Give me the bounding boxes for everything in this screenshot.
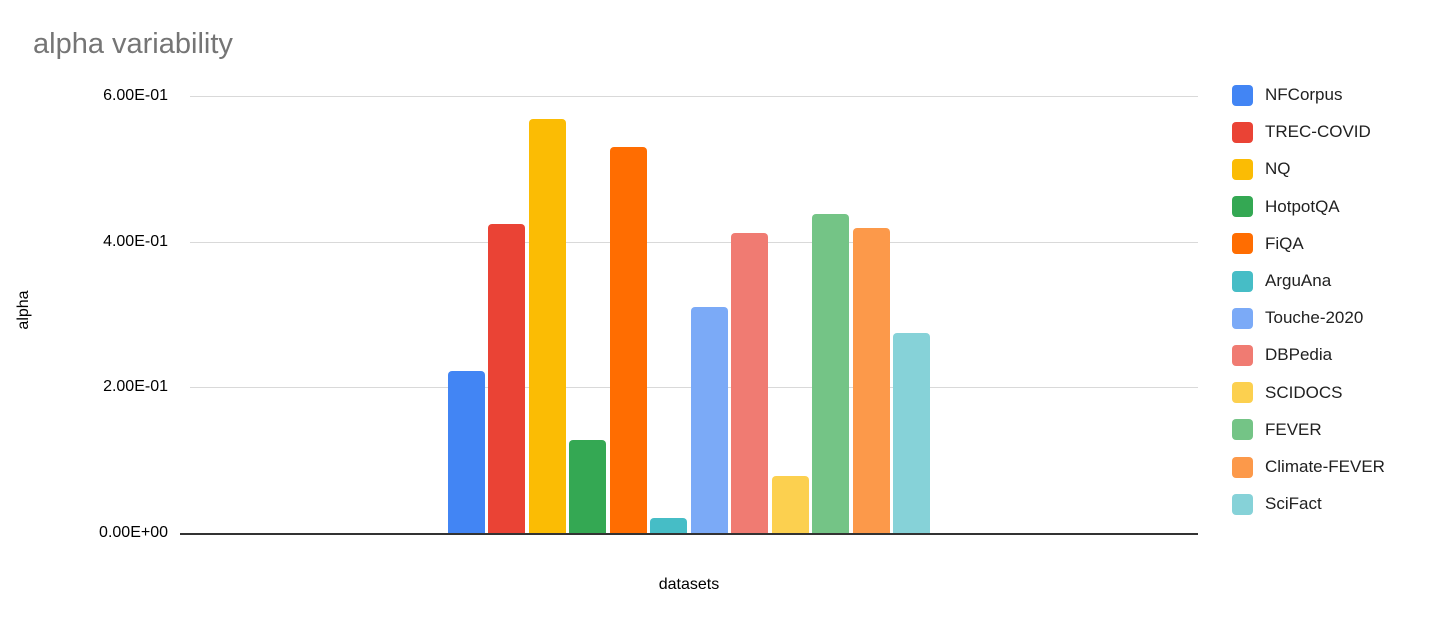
legend-swatch-icon [1232,158,1253,180]
bar-Touche-2020[interactable] [690,307,728,533]
bar-ArguAna[interactable] [650,517,688,533]
legend-label: TREC-COVID [1265,122,1371,142]
legend-label: DBPedia [1265,345,1333,365]
legend-item-TREC-COVID[interactable]: TREC-COVID [1232,121,1371,143]
bar-SciFact[interactable] [893,332,931,533]
bar-SCIDOCS[interactable] [771,475,809,533]
bar-HotpotQA[interactable] [569,439,607,533]
legend-label: Climate-FEVER [1265,457,1385,476]
legend-item-HotpotQA[interactable]: HotpotQA [1232,196,1340,218]
legend-label: NFCorpus [1265,85,1343,104]
legend-swatch-icon [1232,456,1253,478]
legend-swatch-icon [1232,84,1253,106]
x-axis-title: datasets [658,576,720,593]
bar-DBPedia[interactable] [731,232,769,533]
legend-item-FEVER[interactable]: FEVER [1232,419,1322,441]
x-axis-line [180,533,1198,535]
legend-swatch-icon [1232,307,1253,329]
legend-item-FiQA[interactable]: FiQA [1232,233,1304,255]
bar-NFCorpus[interactable] [447,371,485,533]
bar-FEVER[interactable] [812,214,850,533]
legend-label: Touche-2020 [1265,308,1364,328]
legend-item-NFCorpus[interactable]: NFCorpus [1232,84,1342,106]
gridline [190,96,1198,97]
legend-swatch-icon [1232,121,1253,143]
legend-swatch-icon [1232,493,1253,515]
legend-label: FiQA [1265,233,1304,253]
chart-title: alpha variability [33,28,233,60]
legend-item-Touche-2020[interactable]: Touche-2020 [1232,307,1363,329]
bar-TREC-COVID[interactable] [488,223,526,533]
y-tick-label: 4.00E-01 [103,232,168,250]
bar-FiQA[interactable] [609,147,647,533]
legend-item-ArguAna[interactable]: ArguAna [1232,270,1331,292]
legend-swatch-icon [1232,344,1253,366]
legend-swatch-icon [1232,270,1253,292]
y-tick-label: 0.00E+00 [99,524,168,541]
legend-item-SCIDOCS[interactable]: SCIDOCS [1232,382,1342,404]
legend-label: NQ [1265,159,1291,179]
legend-item-SciFact[interactable]: SciFact [1232,493,1322,515]
y-tick-label: 2.00E-01 [103,378,168,396]
legend-label: HotpotQA [1265,196,1340,216]
bar-NQ[interactable] [528,118,566,533]
legend-item-NQ[interactable]: NQ [1232,158,1291,180]
legend-item-DBPedia[interactable]: DBPedia [1232,344,1332,366]
bar-Climate-FEVER[interactable] [852,227,890,533]
legend-label: SciFact [1265,494,1322,514]
gridline [190,241,1198,243]
legend-label: FEVER [1265,419,1322,439]
legend-label: SCIDOCS [1265,382,1343,402]
legend-swatch-icon [1232,233,1253,255]
legend-swatch-icon [1232,382,1253,404]
legend-label: ArguAna [1265,271,1332,290]
legend-swatch-icon [1232,419,1253,441]
legend-swatch-icon [1232,196,1253,218]
y-tick-label: 6.00E-01 [103,87,168,104]
legend-item-Climate-FEVER[interactable]: Climate-FEVER [1232,456,1385,478]
y-axis-title: alpha [15,290,32,330]
